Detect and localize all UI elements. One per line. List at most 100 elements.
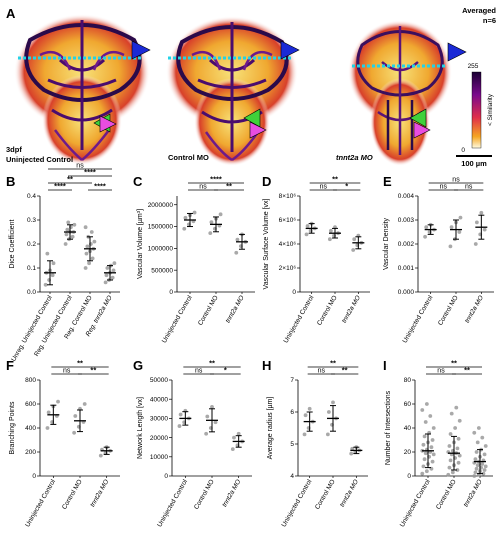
chart-panel-d: D 0 2×10⁶ 4×10⁶ 6×10⁶ 8×10⁶ Vascular Surface V… <box>262 174 370 344</box>
y-axis-label: Number of Intersections <box>385 390 392 465</box>
y-tick-label: 5 <box>290 441 294 448</box>
data-point <box>475 440 480 445</box>
significance-label: * <box>345 182 348 191</box>
data-point <box>420 471 425 476</box>
significance-label: ** <box>464 366 470 375</box>
y-axis-label: Branching Points <box>9 401 16 454</box>
data-point <box>421 442 426 447</box>
panel-letter-b: B <box>6 174 15 189</box>
data-point <box>307 406 312 411</box>
y-tick-label: 0 <box>292 289 296 296</box>
data-point <box>455 446 460 451</box>
image-panel-a: A 3dpf Uninjected Control Con <box>6 6 496 168</box>
significance-label: ns <box>195 368 203 375</box>
data-point <box>105 266 110 270</box>
data-point <box>326 410 331 414</box>
y-tick-label: 600 <box>25 401 36 408</box>
data-point <box>430 459 435 464</box>
n-label: n=6 <box>483 16 496 25</box>
y-tick-label: 20 <box>404 449 412 456</box>
y-tick-label: 0.001 <box>398 265 415 272</box>
data-point <box>72 222 77 227</box>
x-tick-label: Uninjected Control <box>283 294 316 344</box>
colorbar-min: 0 <box>461 147 465 154</box>
panel-letter-c: C <box>133 174 143 189</box>
data-point <box>473 242 478 246</box>
y-tick-label: 6×10⁶ <box>279 217 297 224</box>
data-point <box>422 457 427 462</box>
green-arrow-icon <box>409 108 427 128</box>
data-point <box>331 400 335 405</box>
y-tick-label: 0.003 <box>398 217 415 224</box>
data-point <box>424 469 429 474</box>
data-point <box>456 460 461 465</box>
data-point <box>351 248 356 252</box>
panel-letter-d: D <box>262 174 271 189</box>
data-point <box>87 261 92 266</box>
data-point <box>327 237 332 242</box>
data-point <box>85 244 90 249</box>
data-point <box>178 412 183 417</box>
data-point <box>66 220 71 225</box>
y-tick-label: 40000 <box>150 396 168 403</box>
brain-image-tnnt2a-mo: tnnt2a MO <box>336 20 467 166</box>
data-point <box>482 468 487 472</box>
data-point <box>447 444 452 448</box>
y-tick-label: 60 <box>404 401 412 408</box>
significance-label: ns <box>199 184 207 191</box>
y-tick-label: 500000 <box>151 267 173 274</box>
data-point <box>73 414 78 418</box>
y-tick-label: 0.0 <box>27 289 36 296</box>
data-point <box>51 261 56 266</box>
y-axis-label: Dice Coefficient <box>9 220 16 269</box>
y-tick-label: 30000 <box>150 416 168 423</box>
x-tick-label: Control MO <box>193 479 216 511</box>
data-point <box>192 210 197 215</box>
data-point <box>84 251 89 256</box>
data-point <box>208 231 213 235</box>
data-point <box>458 215 463 220</box>
brain-image-uninjected-control: 3dpf Uninjected Control <box>6 14 151 165</box>
data-point <box>423 420 428 424</box>
y-tick-label: 2×10⁶ <box>279 265 297 272</box>
panel-letter-f: F <box>6 358 14 373</box>
data-point <box>457 453 462 458</box>
data-point <box>428 414 433 418</box>
data-point <box>481 471 486 476</box>
significance-label: ns <box>320 184 328 191</box>
y-tick-label: 0.000 <box>398 289 415 296</box>
x-tick-label: tnnt2a MO <box>341 295 362 325</box>
data-point <box>430 438 435 442</box>
chart-panel-i: I 0 20 40 60 80 Number of Intersections Uninjec… <box>383 358 493 528</box>
y-tick-label: 200 <box>25 449 36 456</box>
significance-label: * <box>224 366 227 375</box>
panel-letter-i: I <box>383 358 387 373</box>
data-point <box>83 266 88 270</box>
x-tick-label: Uninjected Control <box>281 478 314 528</box>
panel-letter-g: G <box>133 358 143 373</box>
data-point <box>92 239 97 244</box>
colorbar-max: 255 <box>468 63 479 70</box>
y-tick-label: 0.3 <box>27 217 36 224</box>
data-point <box>65 227 70 232</box>
data-point <box>479 210 484 215</box>
data-point <box>50 273 55 278</box>
data-point <box>424 402 429 406</box>
x-tick-label: Uninjected Control <box>161 294 194 344</box>
data-point <box>483 444 488 448</box>
averaged-label: Averaged <box>462 6 496 15</box>
significance-label: **** <box>94 182 106 191</box>
blue-arrow-icon <box>447 42 467 62</box>
chart-panel-f: F 0 200 400 600 800 Branching Points Uninjected… <box>6 358 120 528</box>
data-point <box>429 445 434 450</box>
data-point <box>56 399 60 404</box>
data-point <box>218 212 223 217</box>
panel-letter-h: H <box>262 358 271 373</box>
panel-letter-a: A <box>6 6 16 21</box>
significance-label: ns <box>452 177 460 184</box>
y-tick-label: 8×10⁶ <box>279 193 297 200</box>
y-tick-label: 4 <box>290 473 294 480</box>
panel-letter-e: E <box>383 174 392 189</box>
y-tick-label: 40 <box>404 425 412 432</box>
